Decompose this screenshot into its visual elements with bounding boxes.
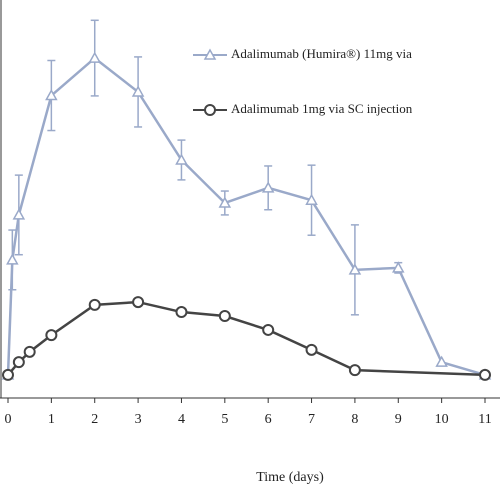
legend-label: Adalimumab 1mg via SC injection xyxy=(231,101,413,116)
series xyxy=(1,19,492,380)
x-tick-label: 1 xyxy=(48,412,55,427)
x-tick-label: 2 xyxy=(91,412,98,427)
marker xyxy=(305,343,318,356)
marker xyxy=(204,104,216,116)
marker xyxy=(218,310,231,323)
legend-label: Adalimumab (Humira®) 11mg via xyxy=(231,46,412,61)
marker xyxy=(391,261,405,273)
x-tick-label: 5 xyxy=(221,412,228,427)
marker xyxy=(6,253,19,265)
x-tick-label: 7 xyxy=(308,412,315,427)
x-tick-label: 0 xyxy=(5,412,12,427)
marker xyxy=(175,306,188,319)
marker xyxy=(261,181,275,193)
legend-entry: Adalimumab (Humira®) 11mg via xyxy=(193,46,412,61)
series-line xyxy=(6,56,486,377)
series-line xyxy=(7,300,486,377)
marker xyxy=(218,196,232,208)
x-tick-label: 9 xyxy=(395,412,402,427)
marker xyxy=(88,298,101,311)
marker xyxy=(23,345,36,358)
x-tick-label: 6 xyxy=(265,412,272,427)
marker xyxy=(45,88,58,101)
x-tick-label: 4 xyxy=(178,412,185,427)
marker xyxy=(348,263,362,275)
marker xyxy=(479,368,491,381)
x-tick-label: 10 xyxy=(435,412,449,427)
marker xyxy=(12,208,26,220)
marker xyxy=(45,329,58,342)
marker xyxy=(175,153,188,165)
x-axis-label: Time (days) xyxy=(256,470,324,485)
x-tick-label: 3 xyxy=(135,412,142,427)
marker xyxy=(131,85,145,97)
marker xyxy=(348,364,361,377)
marker xyxy=(203,48,217,60)
marker xyxy=(132,296,145,309)
x-tick-label: 11 xyxy=(478,412,491,427)
marker xyxy=(88,51,102,63)
marker xyxy=(435,355,448,367)
marker xyxy=(262,323,275,336)
marker xyxy=(12,356,25,369)
x-tick-label: 8 xyxy=(351,412,358,427)
series xyxy=(2,296,491,381)
legend-entry: Adalimumab 1mg via SC injection xyxy=(193,101,413,116)
marker xyxy=(2,368,14,381)
marker xyxy=(305,193,318,205)
